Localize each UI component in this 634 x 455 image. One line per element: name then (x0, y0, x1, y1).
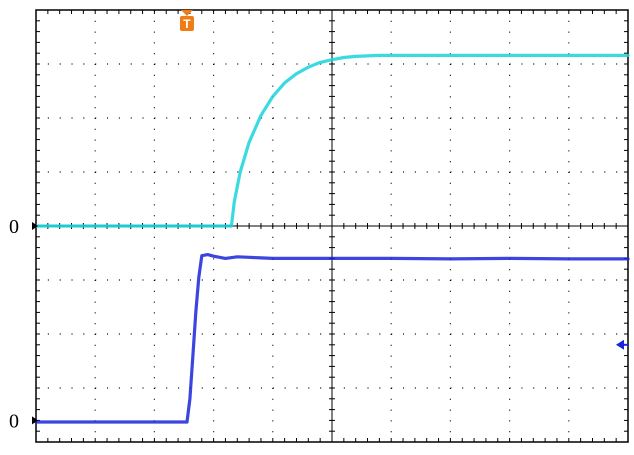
trigger-label: T (183, 17, 191, 31)
reference-arrow-icon (32, 416, 38, 425)
trigger-badge (179, 16, 194, 31)
reference-label-channel-1: 0 (9, 216, 19, 238)
level-arrow-icon (616, 339, 624, 350)
trigger-marker: T (179, 10, 194, 31)
markers: T (179, 10, 628, 350)
channel-2-trace (34, 253, 630, 424)
trigger-arrow-icon (180, 10, 193, 16)
reference-labels: 00 (9, 216, 38, 432)
traces (34, 53, 630, 424)
graticule (35, 9, 629, 443)
reference-arrow-icon (32, 222, 38, 230)
reference-label-channel-2: 0 (9, 410, 19, 432)
channel-1-trace (34, 53, 630, 228)
